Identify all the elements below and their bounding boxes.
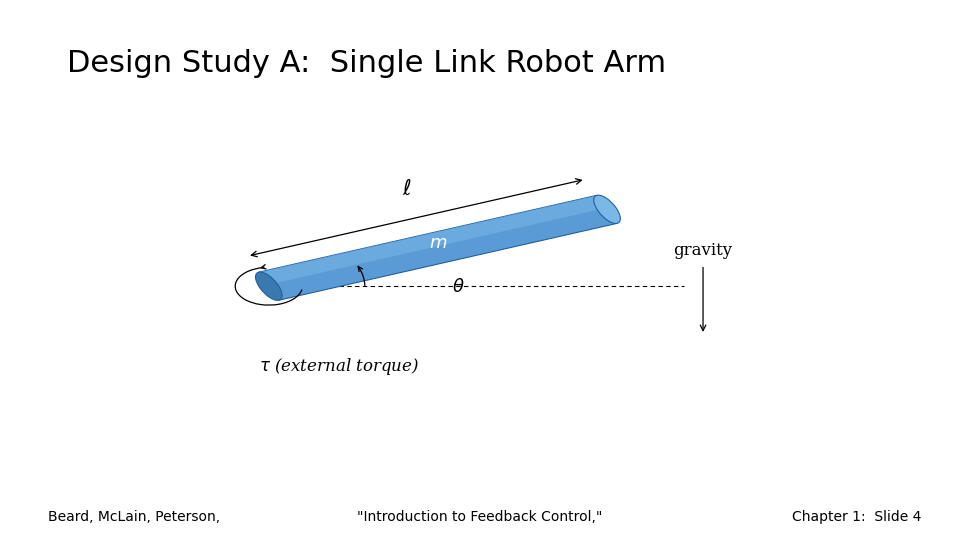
Text: $\theta$: $\theta$ (452, 278, 465, 296)
Text: Beard, Mc​Lain, Peterson,: Beard, Mc​Lain, Peterson, (48, 510, 220, 524)
Text: Chapter 1:  Slide 4: Chapter 1: Slide 4 (792, 510, 922, 524)
Text: gravity: gravity (674, 242, 732, 259)
Text: $\tau$ (external torque): $\tau$ (external torque) (259, 356, 420, 377)
Text: Design Study A:  Single Link Robot Arm: Design Study A: Single Link Robot Arm (67, 49, 666, 78)
Ellipse shape (255, 272, 282, 300)
Text: $m$: $m$ (429, 234, 447, 252)
Polygon shape (259, 195, 617, 300)
Text: "Introduction to Feedback Control,": "Introduction to Feedback Control," (357, 510, 603, 524)
Ellipse shape (593, 195, 620, 224)
Text: $\ell$: $\ell$ (402, 179, 412, 199)
Polygon shape (259, 195, 606, 285)
